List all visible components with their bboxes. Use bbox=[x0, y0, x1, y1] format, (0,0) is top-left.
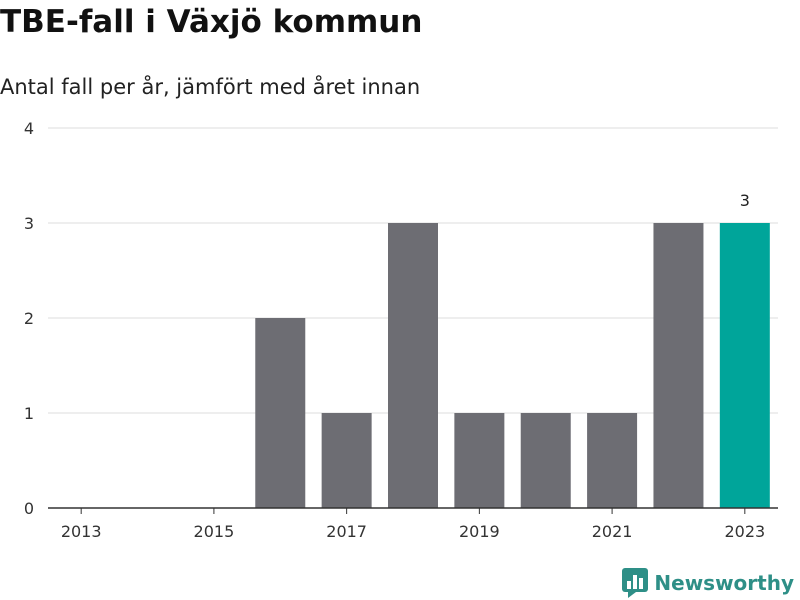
y-tick-label-3: 3 bbox=[24, 214, 34, 233]
chart-title: TBE-fall i Växjö kommun bbox=[0, 4, 423, 40]
labels: 0 1 2 3 4 2013 2015 2017 2019 2021 2023 3 bbox=[24, 119, 765, 541]
x-tick-label-2019: 2019 bbox=[459, 522, 500, 541]
x-tick-label-2017: 2017 bbox=[326, 522, 367, 541]
x-tick-label-2013: 2013 bbox=[61, 522, 102, 541]
bar-2016 bbox=[255, 318, 306, 508]
chart-subtitle: Antal fall per år, jämfört med året inna… bbox=[0, 75, 421, 99]
y-tick-label-2: 2 bbox=[24, 309, 34, 328]
bar-2023 bbox=[719, 223, 770, 508]
bar-2020 bbox=[520, 413, 571, 508]
y-tick-label-1: 1 bbox=[24, 404, 34, 423]
bar-2018 bbox=[388, 223, 438, 508]
brand-name: Newsworthy bbox=[654, 571, 794, 595]
y-tick-label-0: 0 bbox=[24, 499, 34, 518]
bar-2017 bbox=[321, 413, 372, 508]
bar-chart-logo-icon bbox=[622, 568, 649, 598]
x-tick-label-2023: 2023 bbox=[724, 522, 765, 541]
data-label-2023: 3 bbox=[740, 191, 750, 210]
newsworthy-logo: Newsworthy bbox=[622, 568, 794, 598]
x-tick-label-2021: 2021 bbox=[592, 522, 633, 541]
y-tick-label-4: 4 bbox=[24, 119, 34, 138]
axes bbox=[48, 507, 778, 514]
bar-2021 bbox=[587, 413, 638, 508]
bar-2019 bbox=[454, 413, 505, 508]
bars bbox=[255, 223, 770, 508]
bar-2022 bbox=[653, 223, 704, 508]
x-tick-label-2015: 2015 bbox=[194, 522, 235, 541]
